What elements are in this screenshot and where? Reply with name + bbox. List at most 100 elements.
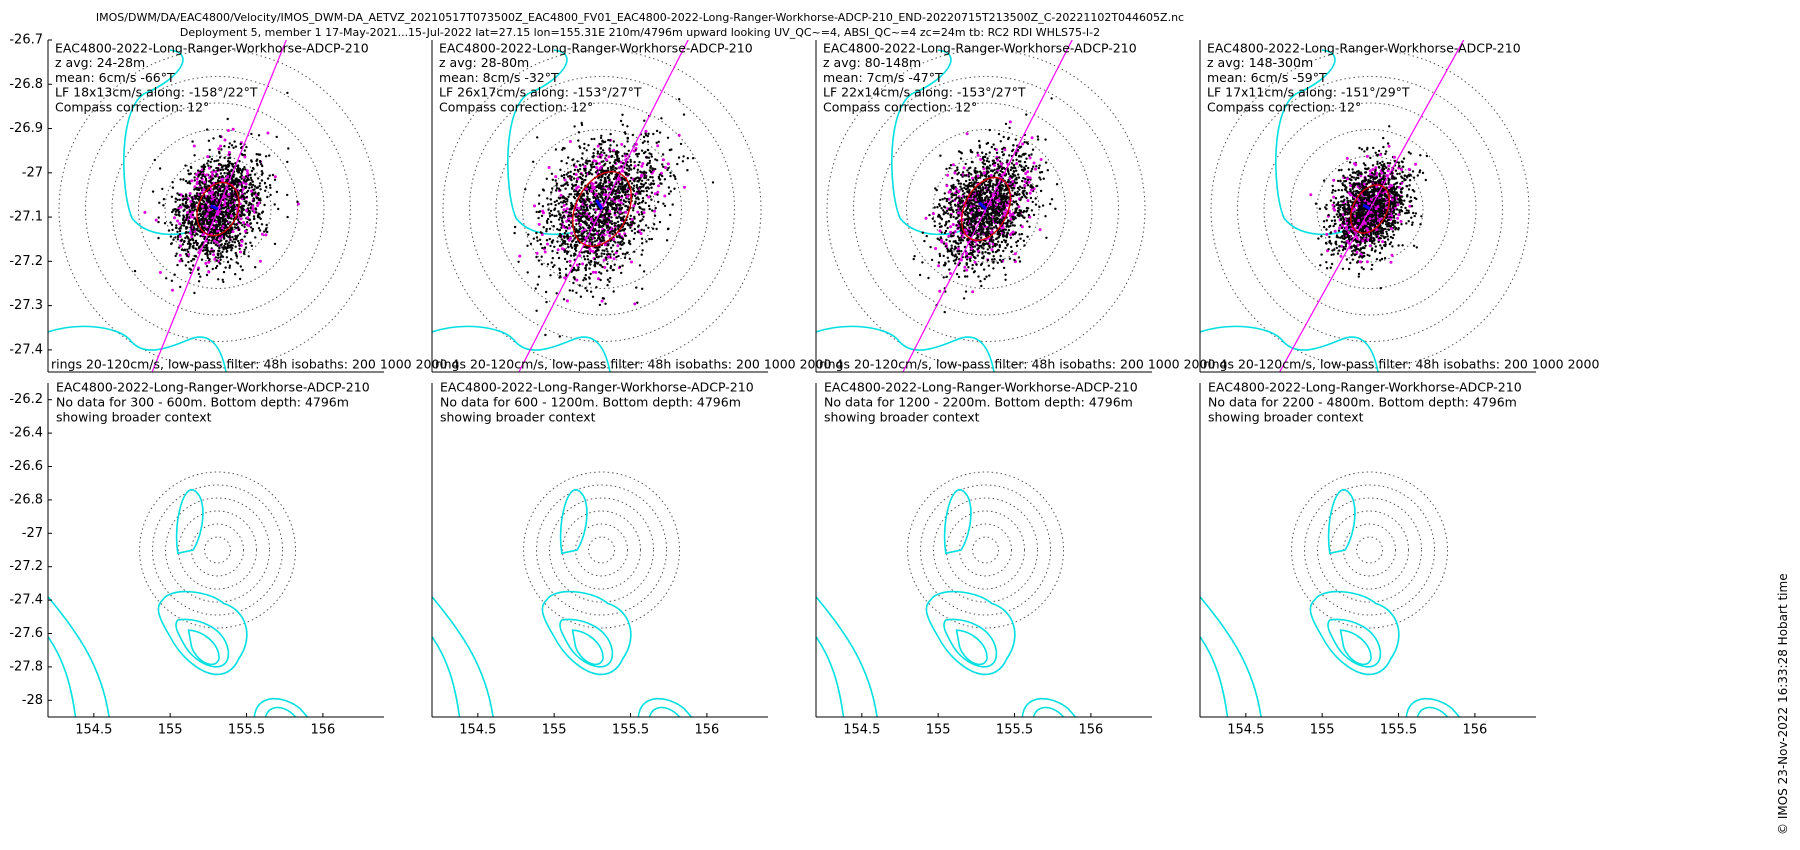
velocity-point [183, 197, 186, 200]
velocity-point [626, 137, 629, 140]
velocity-point [237, 179, 241, 183]
velocity-point [563, 242, 566, 245]
velocity-point [584, 220, 587, 223]
velocity-point [557, 202, 560, 205]
velocity-point [565, 229, 568, 233]
velocity-point [228, 241, 231, 244]
velocity-point [1008, 154, 1011, 157]
velocity-point [191, 198, 194, 201]
velocity-point [260, 179, 264, 182]
velocity-point [593, 148, 596, 151]
annotation-line: EAC4800-2022-Long-Ranger-Workhorse-ADCP-… [55, 41, 369, 56]
velocity-point [222, 214, 225, 217]
velocity-point [560, 159, 563, 163]
velocity-point [540, 263, 544, 266]
filtered-velocity-point [565, 299, 569, 303]
velocity-point [203, 165, 207, 168]
velocity-point [182, 209, 185, 212]
velocity-point [586, 254, 589, 258]
velocity-point [222, 189, 225, 192]
velocity-point [230, 181, 233, 184]
velocity-point [610, 222, 614, 226]
velocity-point [598, 223, 601, 227]
speed-ring-100 [85, 76, 351, 342]
velocity-point [588, 267, 591, 270]
velocity-point [979, 233, 982, 236]
velocity-point [977, 214, 980, 217]
velocity-point [590, 137, 593, 141]
velocity-point [194, 247, 197, 250]
velocity-point [609, 165, 612, 169]
velocity-point [634, 200, 637, 203]
velocity-point [222, 270, 226, 274]
velocity-point [578, 230, 581, 233]
velocity-point [1019, 237, 1022, 240]
velocity-point [217, 219, 220, 222]
velocity-point [1023, 195, 1027, 198]
filtered-velocity-point [973, 260, 977, 264]
velocity-point [643, 208, 646, 211]
filtered-velocity-point [1023, 180, 1027, 184]
velocity-point [964, 290, 968, 293]
velocity-point [945, 209, 949, 213]
velocity-point [196, 227, 199, 230]
velocity-point [581, 163, 585, 166]
velocity-point [242, 204, 246, 208]
filtered-velocity-point [244, 182, 248, 186]
velocity-point [264, 189, 267, 192]
velocity-point [943, 310, 946, 314]
velocity-point [617, 185, 620, 188]
velocity-point [606, 243, 609, 246]
velocity-point [985, 153, 988, 156]
velocity-point [228, 162, 231, 165]
velocity-point [219, 196, 222, 199]
velocity-point [669, 190, 672, 193]
velocity-point [601, 140, 604, 143]
velocity-point [240, 177, 243, 180]
velocity-point [655, 159, 659, 162]
velocity-point [193, 203, 196, 206]
velocity-point [611, 166, 614, 169]
velocity-point [647, 178, 650, 181]
velocity-point [585, 224, 589, 227]
velocity-points [912, 97, 1059, 314]
velocity-point [636, 196, 639, 199]
filtered-velocity-point [202, 188, 206, 192]
velocity-point [513, 231, 516, 235]
velocity-point [214, 243, 218, 246]
velocity-point [222, 207, 226, 210]
velocity-point [549, 209, 553, 213]
velocity-point [641, 242, 644, 245]
velocity-point [676, 162, 679, 166]
velocity-point [245, 180, 248, 183]
velocity-point [958, 252, 961, 256]
velocity-point [1015, 193, 1018, 196]
velocity-point [227, 204, 230, 207]
velocity-point [537, 275, 541, 278]
velocity-point [612, 202, 615, 206]
velocity-point [250, 244, 253, 247]
velocity-point [574, 249, 578, 252]
filtered-velocity-point [223, 200, 227, 203]
velocity-point [526, 271, 529, 274]
filtered-velocity-point [612, 257, 616, 261]
velocity-point [543, 246, 547, 249]
filtered-velocity-point [203, 180, 207, 184]
velocity-point [970, 241, 973, 244]
filtered-velocity-point [677, 133, 681, 137]
scatter-panel-1: EAC4800-2022-Long-Ranger-Workhorse-ADCP-… [47, 40, 459, 373]
velocity-point [248, 209, 251, 213]
velocity-point [228, 188, 231, 191]
velocity-point [647, 156, 651, 159]
velocity-point [563, 147, 566, 150]
velocity-point [637, 198, 640, 201]
velocity-point [969, 259, 972, 262]
velocity-point [286, 193, 289, 197]
velocity-point [954, 204, 957, 207]
velocity-point [621, 189, 625, 193]
velocity-point [555, 187, 559, 190]
velocity-point [601, 249, 604, 252]
filtered-velocity-point [951, 163, 955, 167]
filtered-velocity-point [579, 223, 582, 227]
velocity-point [192, 201, 195, 204]
